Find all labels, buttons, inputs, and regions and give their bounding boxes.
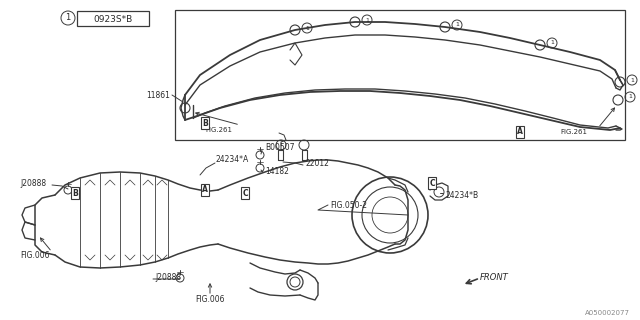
Text: 1: 1	[630, 77, 634, 83]
Text: FIG.261: FIG.261	[205, 127, 232, 133]
Text: A050002077: A050002077	[585, 310, 630, 316]
Text: C: C	[242, 188, 248, 197]
Text: J20888: J20888	[155, 274, 181, 283]
Text: B00507: B00507	[265, 143, 294, 153]
Text: 0923S*B: 0923S*B	[93, 14, 132, 23]
Text: C: C	[429, 179, 435, 188]
FancyBboxPatch shape	[175, 10, 625, 140]
Text: J20888: J20888	[20, 179, 46, 188]
Text: FIG.261: FIG.261	[560, 129, 587, 135]
Text: 11861: 11861	[146, 91, 170, 100]
Text: B: B	[72, 188, 78, 197]
Text: A: A	[202, 186, 208, 195]
Text: 1: 1	[365, 18, 369, 22]
Text: 24234*B: 24234*B	[445, 190, 478, 199]
Text: 24234*A: 24234*A	[215, 156, 248, 164]
Text: 1: 1	[550, 41, 554, 45]
Text: 1: 1	[628, 94, 632, 100]
Text: FRONT: FRONT	[480, 274, 509, 283]
FancyBboxPatch shape	[77, 11, 149, 26]
Text: FIG.050-2: FIG.050-2	[330, 201, 367, 210]
Text: 1: 1	[455, 22, 459, 28]
Text: B: B	[202, 118, 208, 127]
Text: 1: 1	[65, 13, 70, 22]
Text: 1: 1	[305, 26, 309, 30]
Text: FIG.006: FIG.006	[195, 295, 225, 305]
Text: 14182: 14182	[265, 167, 289, 177]
Text: FIG.006: FIG.006	[20, 251, 49, 260]
Text: 22012: 22012	[305, 158, 329, 167]
Text: A: A	[517, 127, 523, 137]
